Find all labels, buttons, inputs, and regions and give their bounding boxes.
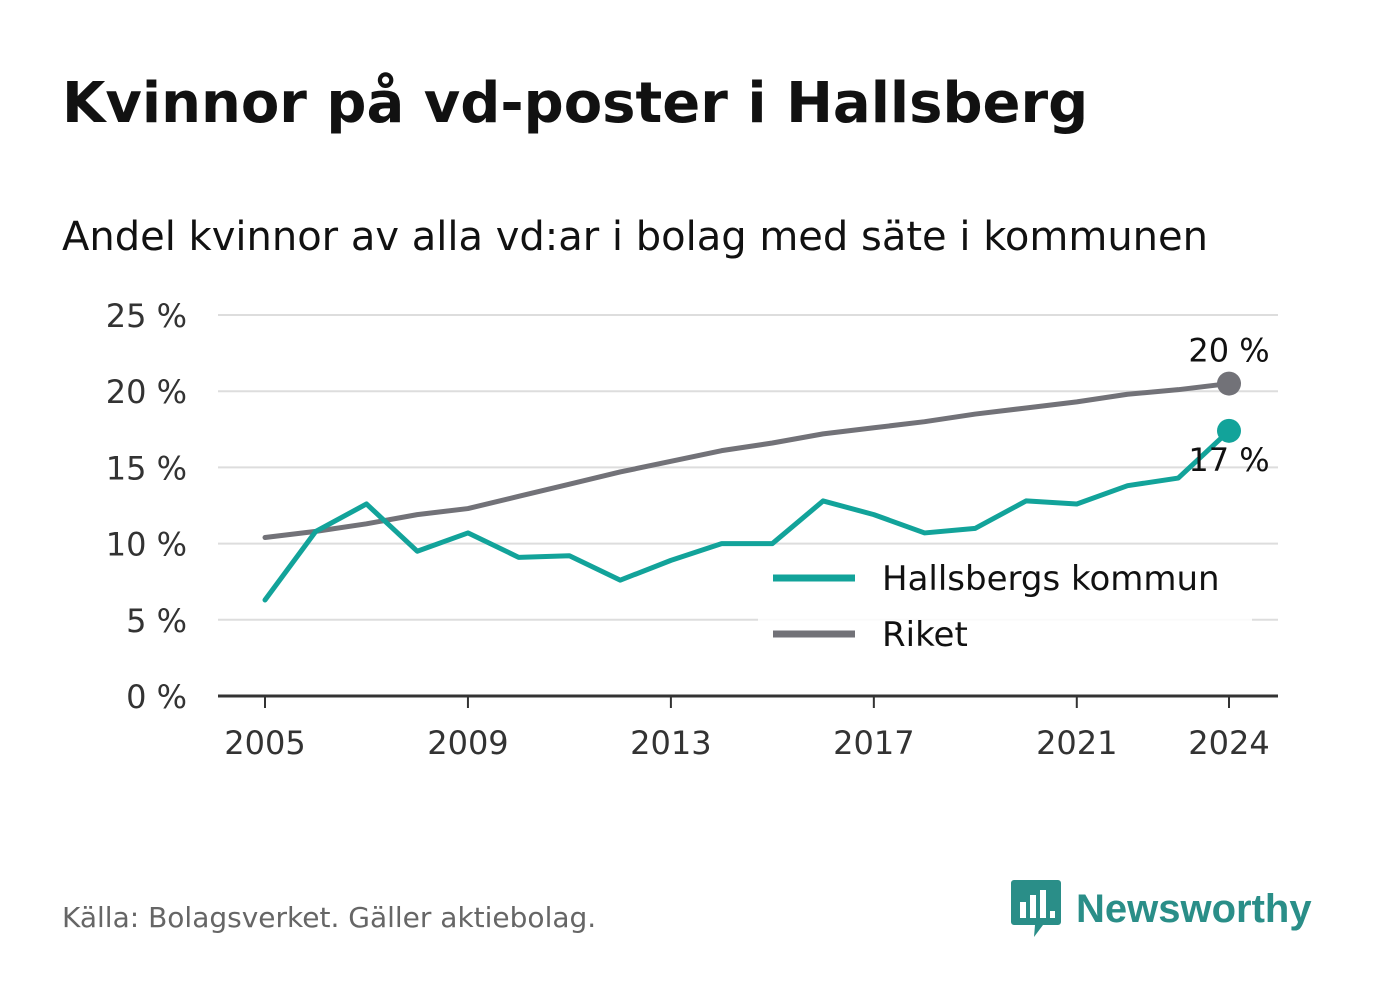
x-tick-label: 2021 [1036,724,1117,762]
newsworthy-logo-icon [1011,880,1061,937]
x-tick-label: 2024 [1188,724,1269,762]
y-tick-label: 0 % [126,678,187,716]
newsworthy-brand: Newsworthy [1010,878,1312,940]
end-value-label: 20 % [1188,332,1269,370]
end-marker [1217,371,1241,396]
y-tick-label: 10 % [106,526,187,564]
legend-background [758,545,1252,665]
brand-name: Newsworthy [1076,886,1312,931]
legend: Hallsbergs kommun Riket [758,545,1252,665]
legend-label: Riket [882,615,968,655]
series-line [262,381,1232,541]
chart-title: Kvinnor på vd-poster i Hallsberg [62,71,1089,136]
y-tick-label: 20 % [106,373,187,411]
gridlines [218,314,1278,621]
x-tick-label: 2017 [833,724,914,762]
x-tick-label: 2013 [630,724,711,762]
y-tick-label: 5 % [126,602,187,640]
x-tick-label: 2009 [427,724,508,762]
chart-subtitle: Andel kvinnor av alla vd:ar i bolag med … [62,214,1208,260]
y-tick-label: 15 % [106,449,187,487]
x-tick-label: 2005 [224,724,305,762]
end-marker [1217,418,1241,443]
series-lines [262,381,1232,603]
source-note: Källa: Bolagsverket. Gäller aktiebolag. [62,901,597,934]
y-tick-label: 25 % [106,297,187,335]
x-axis-ticks: 2005 2009 2013 2017 2021 2024 [224,696,1270,762]
legend-label: Hallsbergs kommun [882,559,1220,599]
end-value-label: 17 % [1188,441,1269,479]
series-end-markers: 17 % 20 % [1188,332,1269,479]
y-axis-ticks: 0 % 5 % 10 % 15 % 20 % 25 % [106,297,187,716]
series-line [262,428,1232,603]
